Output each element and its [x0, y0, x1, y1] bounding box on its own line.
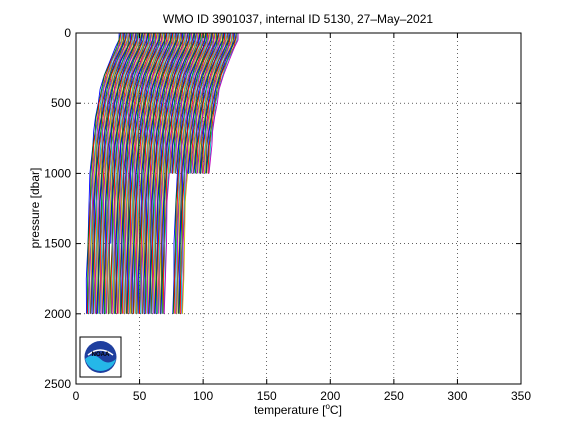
profile-line: [199, 33, 230, 174]
noaa-logo: NOAA: [79, 336, 122, 378]
profile-line: [120, 33, 155, 314]
profile-line: [208, 33, 239, 174]
y-axis-label: pressure [dbar]: [28, 168, 42, 249]
profile-line: [126, 33, 161, 314]
plot-area-border: [75, 32, 522, 385]
y-tick-label: 2000: [44, 307, 71, 321]
y-tick-label: 0: [64, 26, 71, 40]
profile-line: [123, 33, 158, 314]
profile-line: [123, 33, 158, 314]
x-axis-label: temperature [oC]: [254, 402, 342, 417]
profile-line: [171, 33, 202, 174]
profile-line: [154, 33, 189, 314]
y-axis-ticks: 0 500 1000 1500 2000 2500: [44, 26, 521, 391]
y-tick-label: 1000: [44, 166, 71, 180]
profile-line: [108, 33, 143, 314]
x-tick-label: 250: [384, 389, 404, 403]
profile-line: [86, 33, 122, 314]
x-tick-label: 350: [511, 389, 531, 403]
profile-line: [196, 33, 228, 174]
profile-line: [187, 33, 218, 174]
profile-line: [151, 33, 186, 314]
profile-line: [138, 33, 174, 314]
profile-line: [117, 33, 152, 314]
x-tick-label: 200: [320, 389, 340, 403]
chart-title: WMO ID 3901037, internal ID 5130, 27–May…: [163, 12, 433, 26]
profile-line: [172, 33, 203, 174]
profile-line: [111, 33, 146, 314]
profile-line: [141, 33, 177, 314]
profile-line: [119, 33, 154, 314]
x-tick-label: 50: [133, 389, 147, 403]
profile-line: [168, 33, 199, 174]
profile-line: [96, 33, 131, 314]
y-tick-label: 500: [51, 96, 71, 110]
profile-line: [181, 33, 216, 314]
profile-line: [191, 33, 222, 174]
profile-line: [141, 33, 176, 314]
profile-line: [181, 33, 216, 314]
profile-line: [174, 33, 205, 174]
profile-line: [132, 33, 167, 314]
profile-line: [150, 33, 185, 314]
x-tick-label: 150: [257, 389, 277, 403]
x-tick-label: 0: [73, 389, 80, 403]
profile-line: [85, 33, 120, 314]
profile-line: [190, 33, 221, 174]
noaa-logo-text: NOAA: [92, 352, 110, 358]
profile-line: [202, 33, 234, 174]
profile-line: [114, 33, 149, 314]
profile-line: [193, 33, 223, 174]
profile-line: [98, 33, 133, 314]
profile-line: [175, 33, 210, 314]
profile-line: [159, 33, 194, 314]
profile-line: [175, 33, 210, 314]
profile-line: [163, 33, 198, 314]
y-tick-label: 2500: [44, 377, 71, 391]
profile-lines: [85, 33, 239, 314]
profile-line: [157, 33, 192, 314]
profile-line: [205, 33, 237, 174]
profile-line: [135, 33, 170, 314]
profile-line: [92, 33, 127, 314]
profile-line: [101, 33, 136, 314]
profile-line: [178, 33, 213, 314]
profile-line: [187, 33, 219, 174]
profile-line: [90, 33, 125, 314]
profile-line: [175, 33, 207, 174]
y-tick-label: 1500: [44, 237, 71, 251]
profile-line: [129, 33, 164, 314]
profile-line: [132, 33, 168, 314]
profile-line: [160, 33, 195, 314]
profile-line: [92, 33, 128, 314]
profile-line: [102, 33, 137, 314]
profile-line: [153, 33, 188, 314]
x-axis-ticks: 0 50 100 150 200 250 300 350: [73, 33, 531, 403]
profile-line: [172, 33, 207, 314]
profile-line: [162, 33, 197, 314]
profile-line: [89, 33, 125, 314]
profile-line: [200, 33, 231, 174]
profile-line: [196, 33, 227, 174]
profile-line: [129, 33, 164, 314]
x-tick-label: 100: [193, 389, 213, 403]
profile-line: [147, 33, 183, 314]
profile-line: [99, 33, 134, 314]
profile-line: [105, 33, 140, 314]
profile-line: [125, 33, 160, 314]
profile-line: [193, 33, 225, 174]
x-tick-label: 300: [447, 389, 467, 403]
profile-line: [205, 33, 236, 174]
profile-line: [144, 33, 179, 314]
grid-lines: [76, 33, 521, 384]
profile-line: [169, 33, 201, 174]
